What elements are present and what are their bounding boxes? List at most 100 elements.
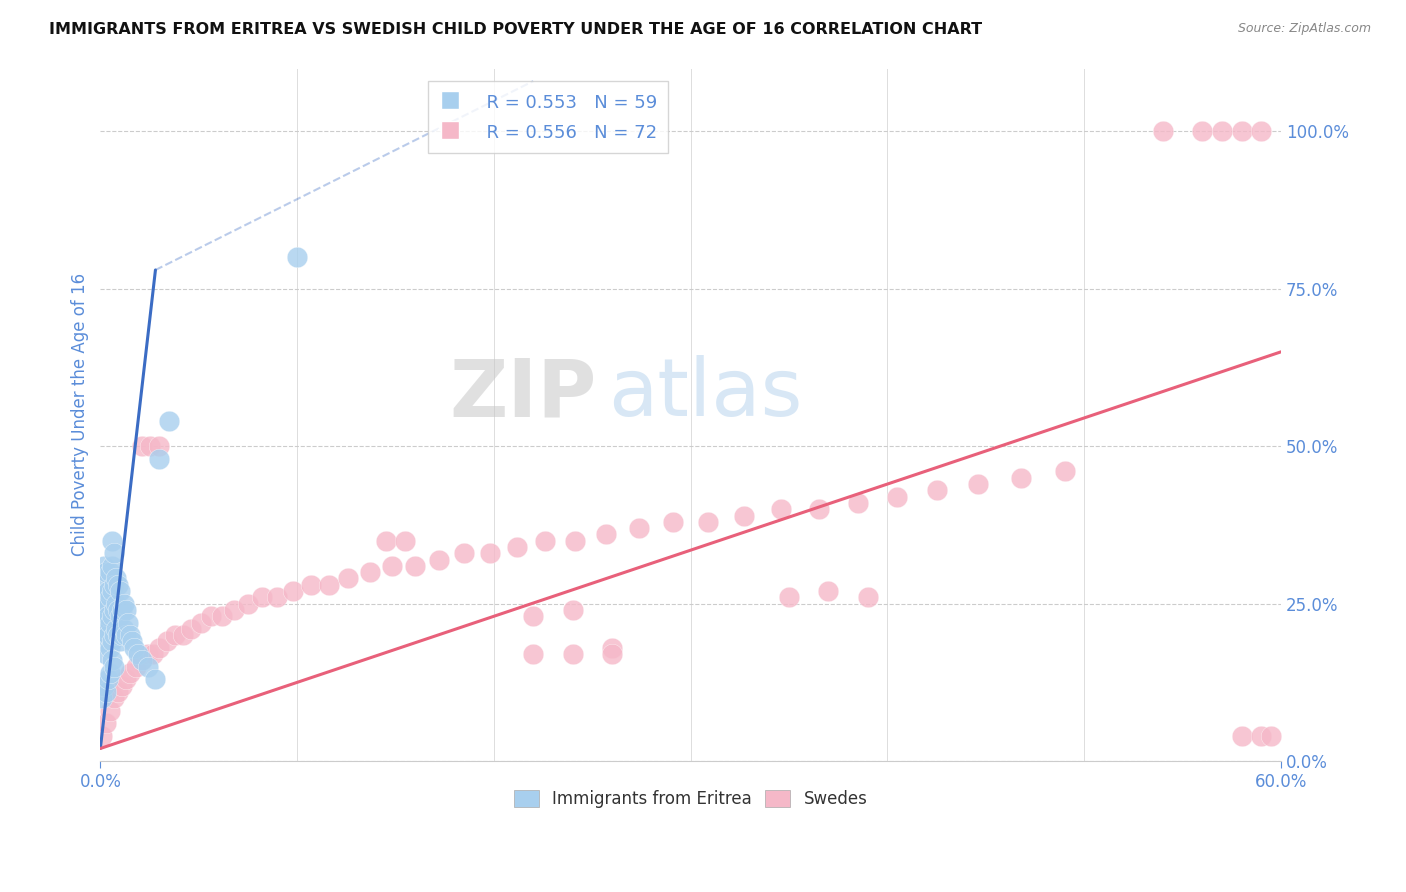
Point — [138, 439, 160, 453]
Point — [453, 546, 475, 560]
Point — [359, 565, 381, 579]
Point — [101, 558, 124, 573]
Point — [211, 609, 233, 624]
Point — [807, 502, 830, 516]
Point — [122, 640, 145, 655]
Point — [98, 565, 121, 579]
Point — [967, 477, 990, 491]
Point — [156, 634, 179, 648]
Point — [628, 521, 651, 535]
Point — [148, 640, 170, 655]
Point — [299, 578, 322, 592]
Point — [886, 490, 908, 504]
Point — [266, 591, 288, 605]
Point — [98, 704, 121, 718]
Point — [103, 546, 125, 560]
Point — [561, 603, 583, 617]
Point — [374, 533, 396, 548]
Point — [112, 622, 135, 636]
Point — [97, 672, 120, 686]
Point — [778, 591, 800, 605]
Point — [817, 584, 839, 599]
Point — [105, 597, 128, 611]
Point — [224, 603, 246, 617]
Point — [107, 628, 129, 642]
Point — [115, 603, 138, 617]
Point — [380, 558, 402, 573]
Point — [125, 659, 148, 673]
Y-axis label: Child Poverty Under the Age of 16: Child Poverty Under the Age of 16 — [72, 273, 89, 557]
Point — [101, 533, 124, 548]
Point — [1230, 124, 1253, 138]
Point — [96, 622, 118, 636]
Point — [404, 558, 426, 573]
Point — [770, 502, 793, 516]
Point — [534, 533, 557, 548]
Point — [1211, 124, 1233, 138]
Point — [117, 615, 139, 630]
Point — [97, 609, 120, 624]
Point — [697, 515, 720, 529]
Point — [564, 533, 586, 548]
Point — [250, 591, 273, 605]
Point — [561, 647, 583, 661]
Point — [105, 622, 128, 636]
Point — [115, 672, 138, 686]
Point — [600, 640, 623, 655]
Point — [506, 540, 529, 554]
Point — [190, 615, 212, 630]
Point — [148, 439, 170, 453]
Point — [118, 665, 141, 680]
Point — [121, 634, 143, 648]
Point — [172, 628, 194, 642]
Point — [97, 584, 120, 599]
Point — [600, 647, 623, 661]
Point — [112, 597, 135, 611]
Point — [394, 533, 416, 548]
Point — [136, 659, 159, 673]
Point — [98, 665, 121, 680]
Point — [522, 609, 544, 624]
Point — [98, 591, 121, 605]
Point — [111, 603, 134, 617]
Point — [925, 483, 948, 498]
Point — [427, 552, 450, 566]
Point — [91, 615, 114, 630]
Point — [98, 640, 121, 655]
Point — [136, 647, 159, 661]
Point — [93, 603, 115, 617]
Point — [142, 647, 165, 661]
Point — [91, 591, 114, 605]
Point — [101, 584, 124, 599]
Point — [96, 685, 118, 699]
Point — [96, 565, 118, 579]
Point — [180, 622, 202, 636]
Point — [108, 634, 131, 648]
Point — [165, 628, 187, 642]
Point — [127, 647, 149, 661]
Point — [157, 414, 180, 428]
Point — [1250, 124, 1272, 138]
Point — [1152, 124, 1174, 138]
Point — [91, 691, 114, 706]
Point — [107, 603, 129, 617]
Text: ZIP: ZIP — [449, 355, 596, 433]
Point — [103, 691, 125, 706]
Point — [96, 597, 118, 611]
Point — [733, 508, 755, 523]
Point — [97, 628, 120, 642]
Point — [101, 634, 124, 648]
Point — [101, 609, 124, 624]
Point — [93, 578, 115, 592]
Point — [103, 659, 125, 673]
Point — [105, 572, 128, 586]
Point — [846, 496, 869, 510]
Point — [131, 653, 153, 667]
Point — [108, 609, 131, 624]
Point — [1010, 471, 1032, 485]
Point — [115, 628, 138, 642]
Point — [145, 672, 167, 686]
Point — [108, 584, 131, 599]
Point — [1191, 124, 1213, 138]
Point — [91, 729, 114, 743]
